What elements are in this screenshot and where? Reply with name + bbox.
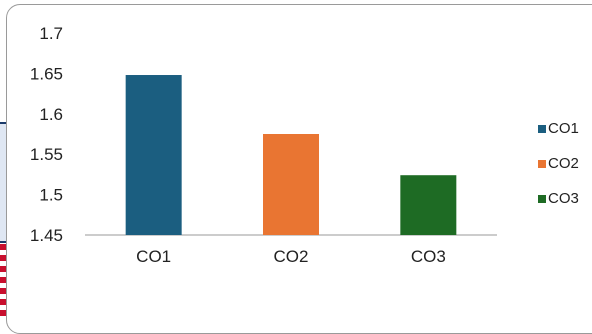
legend: CO1 CO2 CO3 [538, 120, 579, 207]
bar-co3 [400, 175, 457, 235]
legend-swatch [538, 160, 546, 168]
bar-chart: 1.451.51.551.61.651.7 CO1 CO2 CO3 CO1CO2CO… [30, 24, 579, 266]
y-tick-label: 1.55 [30, 145, 63, 164]
legend-label: CO2 [548, 155, 579, 172]
bar-co2 [263, 134, 319, 235]
x-tick-label: CO1 [136, 247, 171, 266]
x-tick-label: CO2 [274, 247, 309, 266]
bar-co1 [125, 75, 182, 236]
y-tick-label: 1.6 [39, 105, 63, 124]
y-axis-ticks: 1.45 1.5 1.55 1.6 1.65 1.7 [30, 24, 63, 245]
legend-label: CO3 [548, 190, 579, 207]
x-axis-ticks: CO1 CO2 CO3 [136, 247, 446, 266]
y-tick-label: 1.5 [39, 186, 63, 205]
legend-label: CO1 [548, 120, 579, 137]
x-tick-label: CO3 [411, 247, 446, 266]
y-tick-label: 1.65 [30, 64, 63, 83]
legend-swatch [538, 195, 546, 203]
y-tick-label: 1.45 [30, 226, 63, 245]
legend-swatch [538, 125, 546, 133]
bars [125, 75, 457, 236]
y-tick-label: 1.7 [39, 24, 63, 43]
